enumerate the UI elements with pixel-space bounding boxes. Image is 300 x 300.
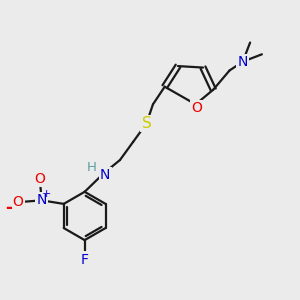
Text: +: + (42, 189, 52, 199)
Text: H: H (86, 161, 96, 175)
Text: F: F (81, 253, 88, 266)
Text: N: N (238, 55, 248, 69)
Text: O: O (35, 172, 46, 186)
Text: N: N (37, 193, 47, 207)
Text: O: O (13, 195, 23, 209)
Text: O: O (191, 101, 202, 115)
Text: -: - (5, 199, 12, 217)
Text: N: N (100, 168, 110, 182)
Text: S: S (142, 116, 151, 131)
